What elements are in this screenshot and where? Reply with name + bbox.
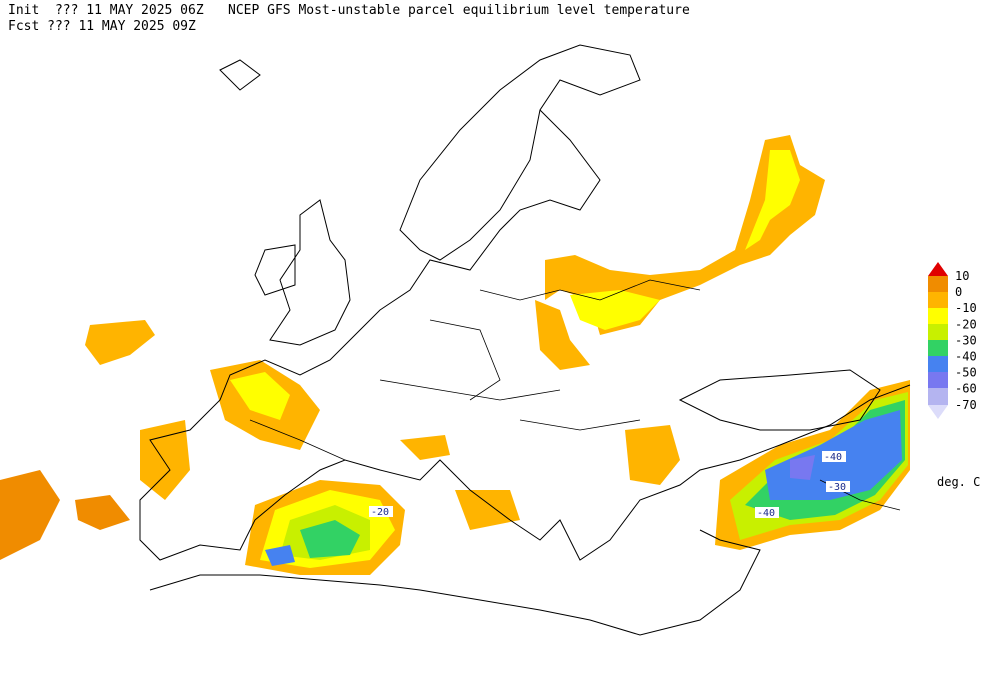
colorbar-band bbox=[928, 276, 948, 292]
country-border bbox=[249, 279, 901, 511]
shade-orange bbox=[400, 435, 450, 460]
contour-label: -40 bbox=[757, 508, 775, 519]
colorbar-label: 0 bbox=[955, 285, 962, 299]
colorbar-band bbox=[928, 324, 948, 340]
init-text: Init ??? 11 MAY 2025 06Z bbox=[8, 3, 204, 18]
colorbar-band bbox=[928, 356, 948, 372]
colorbar-over bbox=[928, 262, 948, 276]
shade-orange bbox=[535, 300, 590, 370]
borders bbox=[249, 279, 901, 511]
contour-label-bg bbox=[369, 506, 393, 517]
contour-label: -40 bbox=[824, 452, 842, 463]
coastline bbox=[219, 59, 261, 91]
colorbar-band bbox=[928, 388, 948, 405]
map-title: NCEP GFS Most-unstable parcel equilibriu… bbox=[228, 3, 690, 18]
coastline bbox=[678, 369, 881, 431]
coastline bbox=[254, 244, 296, 296]
coastline bbox=[399, 44, 641, 261]
colorbar-label: -40 bbox=[955, 350, 977, 364]
shade-orange bbox=[545, 135, 825, 335]
shade-orange bbox=[85, 320, 155, 365]
contour-label-bg bbox=[822, 451, 846, 462]
coastline bbox=[139, 109, 911, 561]
colorbar-label: -20 bbox=[955, 317, 977, 331]
shade-green bbox=[300, 520, 360, 558]
colorbar-label: -60 bbox=[955, 382, 977, 396]
colorbar-label: -50 bbox=[955, 366, 977, 380]
contour-labels: -20 -40 -30 -40 bbox=[369, 451, 850, 519]
shade-dark-orange bbox=[0, 470, 60, 560]
colorbar-labels: 10 0 -10 -20 -30 -40 -50 -60 -70 bbox=[955, 269, 977, 412]
contour-label: -20 bbox=[371, 507, 389, 518]
contour-label: -30 bbox=[828, 482, 846, 493]
colorbar bbox=[928, 262, 948, 419]
shade-yellow bbox=[570, 290, 660, 330]
colorbar-label: 10 bbox=[955, 269, 969, 283]
shade-orange bbox=[625, 425, 680, 485]
colorbar-band bbox=[928, 372, 948, 388]
coastline bbox=[269, 199, 351, 346]
shade-purple bbox=[790, 455, 815, 480]
fcst-text: Fcst ??? 11 MAY 2025 09Z bbox=[8, 19, 196, 34]
contour-label-bg bbox=[755, 507, 779, 518]
colorbar-band bbox=[928, 292, 948, 308]
shade-orange bbox=[140, 420, 190, 500]
coastline bbox=[149, 529, 761, 636]
colorbar-band bbox=[928, 308, 948, 324]
colorbar-band bbox=[928, 340, 948, 356]
colorbar-under bbox=[928, 405, 948, 419]
shade-blue bbox=[265, 545, 295, 566]
colorbar-label: -70 bbox=[955, 398, 977, 412]
unit-label: deg. C bbox=[937, 475, 980, 489]
coastlines bbox=[139, 44, 911, 636]
colorbar-label: -10 bbox=[955, 301, 977, 315]
shade-yellow bbox=[230, 372, 290, 420]
colorbar-label: -30 bbox=[955, 333, 977, 347]
shade-orange bbox=[455, 490, 520, 530]
shade-dark-orange bbox=[75, 495, 130, 530]
contour-label-bg bbox=[826, 481, 850, 492]
shade-yellow bbox=[745, 150, 800, 250]
